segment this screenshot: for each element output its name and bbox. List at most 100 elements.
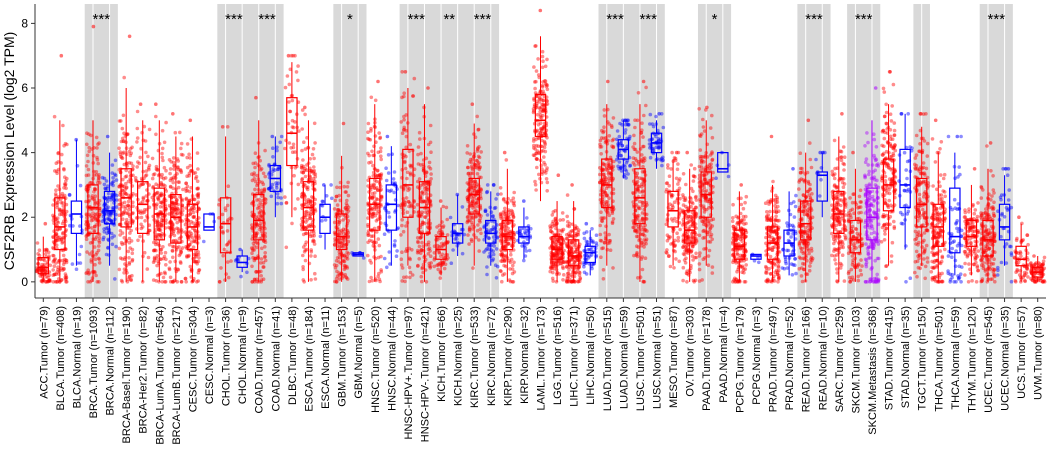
data-point: [53, 115, 57, 119]
data-point: [387, 153, 391, 157]
data-point: [313, 141, 317, 145]
data-point: [195, 187, 199, 191]
data-point: [683, 258, 687, 262]
data-point: [470, 216, 474, 220]
data-point: [198, 268, 202, 272]
data-point: [379, 268, 383, 272]
data-point: [194, 171, 198, 175]
data-point: [103, 177, 107, 181]
data-point: [578, 271, 582, 275]
data-point: [85, 164, 89, 168]
data-point: [731, 203, 735, 207]
data-point: [276, 196, 280, 200]
data-point: [93, 271, 97, 275]
data-point: [368, 239, 372, 243]
data-point: [60, 54, 64, 58]
data-point: [558, 240, 562, 244]
data-point: [408, 276, 412, 280]
data-point: [573, 207, 577, 211]
data-point: [482, 250, 486, 254]
data-point: [95, 235, 99, 239]
data-point: [406, 210, 410, 214]
data-point: [55, 201, 59, 205]
data-point: [343, 273, 347, 277]
data-point: [111, 163, 115, 167]
data-point: [633, 163, 637, 167]
data-point: [55, 243, 59, 247]
data-point: [477, 197, 481, 201]
data-point: [62, 168, 66, 172]
data-point: [293, 207, 297, 211]
data-point: [503, 207, 507, 211]
data-point: [171, 255, 175, 259]
data-point: [608, 241, 612, 245]
data-point: [532, 65, 536, 69]
data-point: [698, 262, 702, 266]
data-point: [367, 122, 371, 126]
data-point: [660, 159, 664, 163]
data-point: [561, 278, 565, 282]
data-point: [185, 254, 189, 258]
data-point: [544, 65, 548, 69]
data-point: [793, 263, 797, 267]
data-point: [294, 166, 298, 170]
data-point: [553, 223, 557, 227]
data-point: [742, 271, 746, 275]
data-point: [300, 149, 304, 153]
data-point: [370, 96, 374, 100]
data-point: [429, 150, 433, 154]
data-point: [105, 231, 109, 235]
data-point: [701, 236, 705, 240]
data-point: [425, 157, 429, 161]
data-point: [501, 259, 505, 263]
data-point: [296, 79, 300, 83]
data-point: [280, 135, 284, 139]
data-point: [420, 275, 424, 279]
data-point: [704, 199, 708, 203]
data-point: [409, 271, 413, 275]
data-point: [218, 280, 222, 284]
data-point: [768, 210, 772, 214]
data-point: [641, 268, 645, 272]
data-point: [45, 248, 49, 252]
data-point: [366, 130, 370, 134]
data-point: [668, 202, 672, 206]
data-point: [509, 231, 513, 235]
data-point: [461, 252, 465, 256]
data-point: [89, 214, 93, 218]
data-point: [308, 216, 312, 220]
data-point: [362, 256, 366, 260]
data-point: [542, 155, 546, 159]
data-point: [379, 146, 383, 150]
data-point: [223, 278, 227, 282]
data-point: [103, 183, 107, 187]
data-point: [161, 245, 165, 249]
data-point: [168, 172, 172, 176]
data-point: [401, 131, 405, 135]
data-point: [227, 276, 231, 280]
data-point: [793, 257, 797, 261]
data-point: [92, 154, 96, 158]
data-point: [423, 210, 427, 214]
data-point: [413, 77, 417, 81]
data-point: [692, 280, 696, 284]
data-point: [187, 174, 191, 178]
data-point: [503, 272, 507, 276]
data-point: [400, 250, 404, 254]
data-point: [453, 229, 457, 233]
data-point: [420, 280, 424, 284]
data-point: [681, 246, 685, 250]
data-point: [127, 200, 131, 204]
data-point: [330, 197, 334, 201]
data-point: [667, 254, 671, 258]
data-point: [86, 280, 90, 284]
data-point: [324, 218, 328, 222]
data-point: [606, 248, 610, 252]
data-point: [93, 199, 97, 203]
data-point: [107, 213, 111, 217]
data-point: [418, 245, 422, 249]
data-point: [476, 128, 480, 132]
data-point: [40, 269, 44, 273]
data-point: [111, 243, 115, 247]
data-point: [690, 187, 694, 191]
